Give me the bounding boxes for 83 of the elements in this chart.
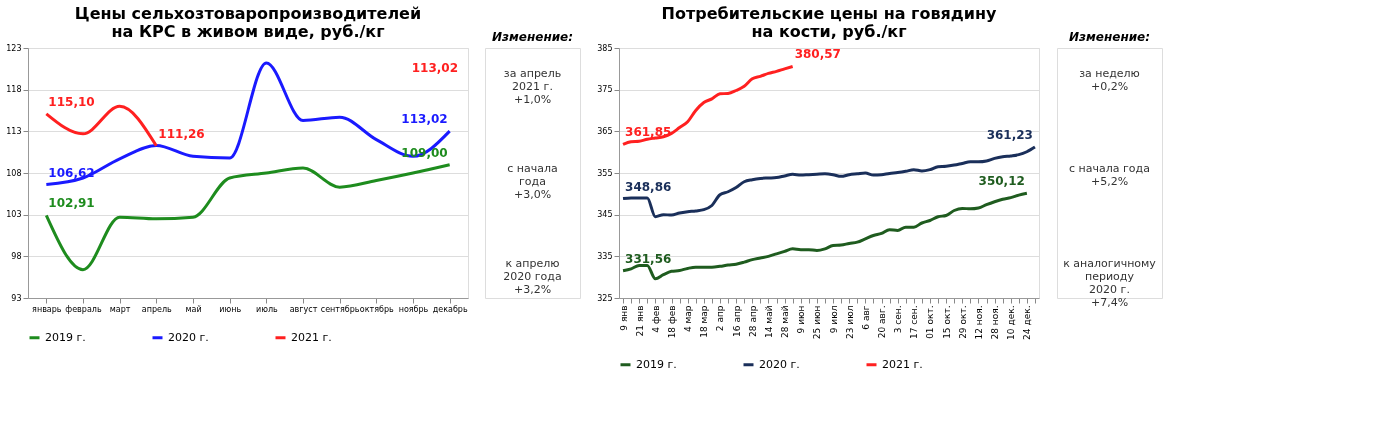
x-tick-label: 23 июл xyxy=(844,305,855,339)
line-series xyxy=(621,64,795,146)
legend-label: 2021 г. xyxy=(291,330,332,344)
x-tick-label: 9 янв xyxy=(618,305,629,331)
y-tick-label: 365 xyxy=(597,126,613,136)
x-tick-label: июль xyxy=(255,304,278,314)
text: за неделю +0,2% xyxy=(1079,67,1140,93)
x-tick-label: 21 янв xyxy=(634,305,645,337)
x-tick-label: 25 июн xyxy=(812,305,823,340)
x-tick-label: март xyxy=(109,304,131,314)
x-tick-label: 20 авг. xyxy=(877,305,887,339)
x-tick-label: 28 апр xyxy=(747,305,758,337)
legend-label: 2020 г. xyxy=(759,357,800,371)
x-tick-label: 24 дек. xyxy=(1022,305,1033,340)
data-label: 350,12 xyxy=(978,174,1025,189)
legend-label: 2019 г. xyxy=(45,330,86,344)
y-tick-label: 118 xyxy=(6,85,22,95)
x-tick-label: 9 июл xyxy=(828,305,839,334)
x-tick-label: 9 июн xyxy=(796,305,807,334)
x-tick-label: июнь xyxy=(219,304,242,314)
x-tick-label: 4 фев xyxy=(650,305,661,333)
data-label: 380,57 xyxy=(794,47,841,62)
legend-label: 2020 г. xyxy=(168,330,209,344)
x-tick-label: 15 окт. xyxy=(941,305,952,339)
data-label: 348,86 xyxy=(625,179,672,194)
x-tick-label: 16 апр xyxy=(731,305,742,337)
data-label: 331,56 xyxy=(625,251,672,266)
data-label: 111,26 xyxy=(158,126,205,141)
y-tick-label: 103 xyxy=(6,210,22,220)
x-tick-label: апрель xyxy=(141,304,173,314)
y-tick-label: 355 xyxy=(597,168,613,178)
x-tick-label: 28 май xyxy=(780,305,791,338)
y-tick-label: 93 xyxy=(11,293,22,303)
text: с начала года +3,0% xyxy=(507,162,558,201)
line-series xyxy=(621,191,1029,281)
x-tick-label: 14 май xyxy=(763,305,774,338)
y-tick-label: 375 xyxy=(597,85,613,95)
text: за апрель 2021 г. +1,0% xyxy=(503,67,562,106)
y-tick-label: 113 xyxy=(6,126,22,136)
x-tick-label: 28 ноя. xyxy=(990,305,1001,340)
y-tick-label: 345 xyxy=(597,210,613,220)
x-tick-label: 01 окт. xyxy=(925,305,936,339)
x-tick-label: февраль xyxy=(65,304,102,314)
data-label: 102,91 xyxy=(48,196,95,211)
x-tick-label: 17 сен. xyxy=(909,305,920,340)
x-tick-label: 2 апр xyxy=(715,305,726,332)
y-tick-label: 98 xyxy=(11,251,22,261)
x-tick-label: август xyxy=(289,304,318,314)
x-tick-label: январь xyxy=(32,304,62,314)
x-tick-label: декабрь xyxy=(432,304,468,314)
x-tick-label: 3 сен. xyxy=(893,305,904,334)
line-series xyxy=(44,163,452,272)
chart-title: Потребительские цены на говядину на кости, руб./кг xyxy=(661,4,998,41)
y-tick-label: 335 xyxy=(597,251,613,261)
text: к апрелю 2020 года +3,2% xyxy=(503,257,562,296)
chart-title: Цены сельхозтоваропроизводителей на КРС в живом виде, руб./кг xyxy=(74,4,422,41)
text: с начала года +5,2% xyxy=(1069,162,1150,188)
annotation: 113,02 xyxy=(411,61,458,75)
x-tick-label: 18 фев xyxy=(667,305,677,339)
x-tick-label: 18 мар xyxy=(699,305,710,338)
x-tick-label: 29 окт. xyxy=(957,305,968,339)
x-tick-label: 10 дек. xyxy=(1006,305,1017,340)
x-tick-label: 12 ноя. xyxy=(973,305,984,340)
x-tick-label: октябрь xyxy=(359,304,395,314)
text: Изменение: xyxy=(491,30,574,44)
data-label: 361,23 xyxy=(986,128,1033,143)
data-label: 115,10 xyxy=(48,94,95,109)
x-tick-label: май xyxy=(185,304,202,314)
text: к аналогичному периоду 2020 г. +7,4% xyxy=(1063,257,1157,309)
y-tick-label: 123 xyxy=(6,43,22,53)
text: Изменение: xyxy=(1068,30,1151,44)
x-tick-label: сентябрь xyxy=(320,304,360,314)
data-label: 106,62 xyxy=(48,165,95,180)
y-tick-label: 325 xyxy=(597,293,613,303)
line-series xyxy=(621,145,1037,219)
legend-label: 2021 г. xyxy=(882,357,923,371)
x-tick-label: 4 мар xyxy=(683,305,694,333)
data-label: 113,02 xyxy=(401,112,448,127)
y-tick-label: 385 xyxy=(597,43,613,53)
x-tick-label: ноябрь xyxy=(398,304,429,314)
x-tick-label: 6 авг xyxy=(860,305,871,330)
legend-label: 2019 г. xyxy=(636,357,677,371)
y-tick-label: 108 xyxy=(6,168,22,178)
